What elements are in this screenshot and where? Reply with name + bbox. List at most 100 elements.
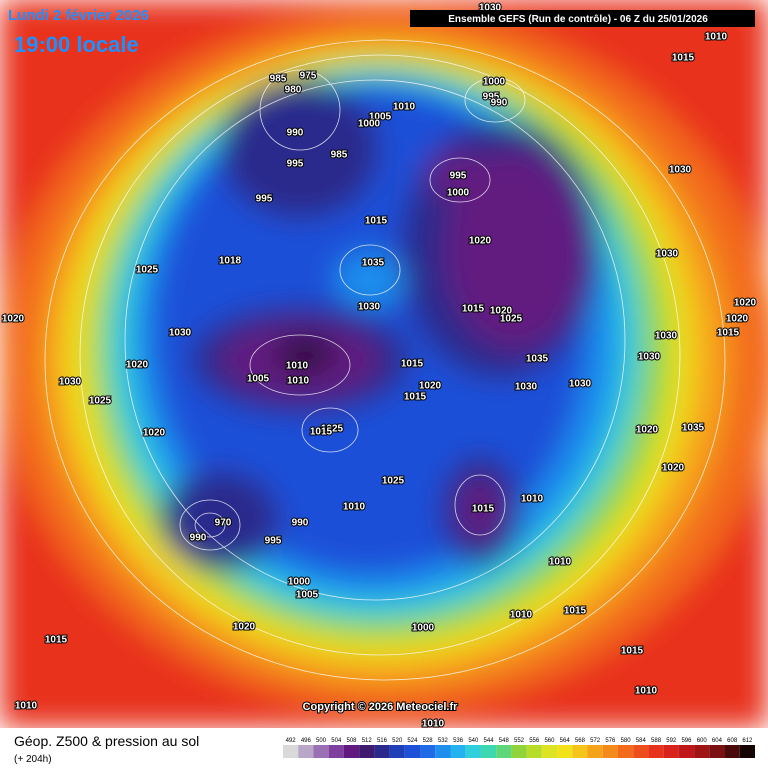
- isobar-label: 980: [285, 85, 302, 96]
- isobar-label: 1025: [136, 265, 159, 276]
- colorbar-swatch: [450, 745, 466, 758]
- isobar-label: 1010: [521, 494, 544, 505]
- isobar-label: 1030: [515, 382, 538, 393]
- isobar-label: 1020: [726, 314, 749, 325]
- isobar-label: 1020: [233, 622, 256, 633]
- isobar-label: 1018: [219, 256, 242, 267]
- colorbar-label: 492: [286, 738, 297, 744]
- colorbar-swatch: [587, 745, 603, 758]
- isobar-label: 1015: [717, 328, 740, 339]
- isobar-label: 1010: [343, 502, 366, 513]
- isobar-label: 1015: [404, 392, 427, 403]
- isobar-label: 1030: [655, 331, 678, 342]
- isobar-label: 985: [270, 74, 287, 85]
- colorbar-swatch: [694, 745, 710, 758]
- colorbar-label: 496: [301, 738, 312, 744]
- time: 19:00 locale: [14, 32, 139, 57]
- colorbar-label: 608: [727, 738, 738, 744]
- colorbar-label: 600: [697, 738, 708, 744]
- isobar-label: 990: [190, 533, 207, 544]
- isobar-label: 1015: [672, 53, 695, 64]
- isobar-label: 1025: [321, 424, 344, 435]
- colorbar-label: 576: [605, 738, 616, 744]
- colorbar-label: 508: [347, 738, 358, 744]
- isobar-label: 1025: [500, 314, 523, 325]
- isobar-label: 1020: [636, 425, 659, 436]
- colorbar-swatch: [663, 745, 679, 758]
- colorbar-swatch: [283, 745, 299, 758]
- isobar-label: 1020: [734, 298, 757, 309]
- isobar-label: 1010: [286, 361, 309, 372]
- isobar-label: 1000: [288, 577, 311, 588]
- colorbar-swatch: [709, 745, 725, 758]
- isobar-label: 995: [256, 194, 273, 205]
- colorbar-label: 528: [423, 738, 434, 744]
- isobar-label: 1010: [635, 686, 658, 697]
- isobar-label: 1010: [15, 701, 38, 712]
- isobar-label: 1030: [669, 165, 692, 176]
- isobar-label: 1010: [393, 102, 416, 113]
- colorbar-swatch: [541, 745, 558, 758]
- colorbar-label: 520: [392, 738, 403, 744]
- colorbar-swatch: [480, 745, 497, 758]
- isobar-label: 990: [491, 98, 508, 109]
- colorbar-swatch: [313, 745, 329, 758]
- isobar-label: 1025: [382, 476, 405, 487]
- isobar-lines: [44, 39, 726, 681]
- isobar-label: 1035: [526, 354, 549, 365]
- footer-title: Géop. Z500 & pression au sol: [14, 733, 199, 749]
- colorbar-label: 580: [621, 738, 632, 744]
- isobar-label: 1030: [569, 379, 592, 390]
- copyright: Copyright © 2026 Meteociel.fr: [303, 701, 459, 713]
- colorbar-label: 524: [407, 738, 418, 744]
- colorbar-label: 584: [636, 738, 647, 744]
- lead-time: (+ 204h): [14, 754, 52, 765]
- isobar-label: 1015: [401, 359, 424, 370]
- colorbar-label: 568: [575, 738, 586, 744]
- isobar-label: 1020: [469, 236, 492, 247]
- isobar-label: 1010: [287, 376, 310, 387]
- colorbar-label: 500: [316, 738, 327, 744]
- isobar-label: 1020: [126, 360, 149, 371]
- isobar-label: 1005: [369, 112, 392, 123]
- isobar-label: 995: [265, 536, 282, 547]
- colorbar-swatch: [374, 745, 390, 758]
- colorbar-label: 552: [514, 738, 525, 744]
- isobar-label: 1030: [169, 328, 192, 339]
- colorbar-label: 536: [453, 738, 464, 744]
- colorbar-label: 532: [438, 738, 449, 744]
- colorbar-swatch: [633, 745, 649, 758]
- isobar-label: 990: [287, 128, 304, 139]
- isobar-label: 1015: [462, 304, 485, 315]
- colorbar-label: 544: [484, 738, 495, 744]
- isobar-label: 1020: [143, 428, 166, 439]
- colorbar-swatch: [526, 745, 542, 758]
- isobar-label: 1035: [682, 423, 705, 434]
- isobar-label: 1010: [422, 719, 445, 730]
- isobar-label: 975: [300, 71, 317, 82]
- isobar-label: 1010: [510, 610, 533, 621]
- colorbar-label: 504: [331, 738, 342, 744]
- isobar-labels: 985 9759801005100010109909859959951000995…: [1, 2, 758, 731]
- colorbar-swatch: [389, 745, 405, 758]
- isobar-label: 1015: [45, 635, 68, 646]
- isobar-label: 1020: [490, 306, 513, 317]
- isobar-label: 1035: [362, 258, 385, 269]
- isobar-label: 1000: [412, 623, 435, 634]
- isobar-label: 1005: [296, 590, 319, 601]
- isobar-label: 1015: [564, 606, 587, 617]
- colorbar-swatch: [602, 745, 618, 758]
- colorbar-label: 512: [362, 738, 373, 744]
- colorbar-swatch: [328, 745, 344, 758]
- colorbar-swatch: [572, 745, 588, 758]
- isobar-label: 1015: [472, 504, 495, 515]
- colorbar: 492 496 500 504 508 512 516 520 524 528 532 536 540 5…: [283, 738, 755, 758]
- isobar-label: 1000: [447, 188, 470, 199]
- isobar-label: 995: [287, 159, 304, 170]
- model-banner: [410, 10, 755, 27]
- isobar-label: 1000: [483, 77, 506, 88]
- colorbar-swatch: [648, 745, 664, 758]
- isobar-label: 1025: [89, 396, 112, 407]
- model-info: Ensemble GEFS (Run de contrôle) - 06 Z d…: [448, 14, 708, 25]
- colorbar-swatch: [496, 745, 512, 758]
